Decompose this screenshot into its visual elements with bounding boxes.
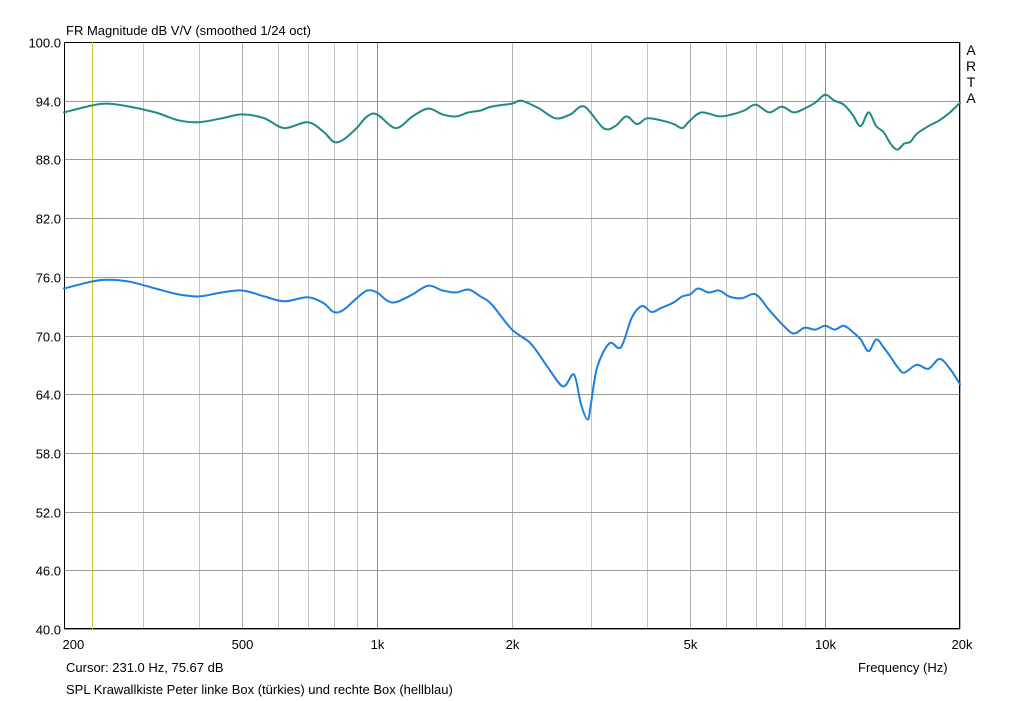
- x-tick-label: 5k: [684, 637, 698, 652]
- cursor-readout: Cursor: 231.0 Hz, 75.67 dB: [66, 660, 224, 675]
- x-tick-label: 10k: [815, 637, 836, 652]
- x-tick-label: 200: [63, 637, 85, 652]
- plot-frame: [64, 42, 960, 629]
- x-tick-label: 2k: [506, 637, 520, 652]
- chart-title: FR Magnitude dB V/V (smoothed 1/24 oct): [66, 23, 311, 38]
- x-tick-label: 500: [232, 637, 254, 652]
- arta-letter: A: [966, 90, 976, 106]
- y-tick-label: 70.0: [36, 330, 61, 345]
- y-tick-label: 40.0: [36, 623, 61, 638]
- y-tick-label: 100.0: [28, 36, 61, 51]
- x-axis-label: Frequency (Hz): [858, 660, 948, 675]
- y-tick-label: 76.0: [36, 271, 61, 286]
- series-line-left-box: [63, 93, 961, 151]
- y-tick-label: 58.0: [36, 447, 61, 462]
- arta-letter: R: [965, 58, 977, 74]
- y-tick-label: 64.0: [36, 388, 61, 403]
- x-tick-label: 1k: [371, 637, 385, 652]
- arta-letter: A: [966, 42, 976, 58]
- y-tick-label: 46.0: [36, 564, 61, 579]
- arta-letter: T: [966, 74, 976, 90]
- y-tick-label: 82.0: [36, 212, 61, 227]
- chart-caption: SPL Krawallkiste Peter linke Box (türkie…: [66, 682, 453, 697]
- y-tick-label: 88.0: [36, 153, 61, 168]
- series-line-right-box: [63, 278, 961, 421]
- x-tick-label: 20k: [952, 637, 973, 652]
- y-tick-label: 94.0: [36, 95, 61, 110]
- y-tick-label: 52.0: [36, 506, 61, 521]
